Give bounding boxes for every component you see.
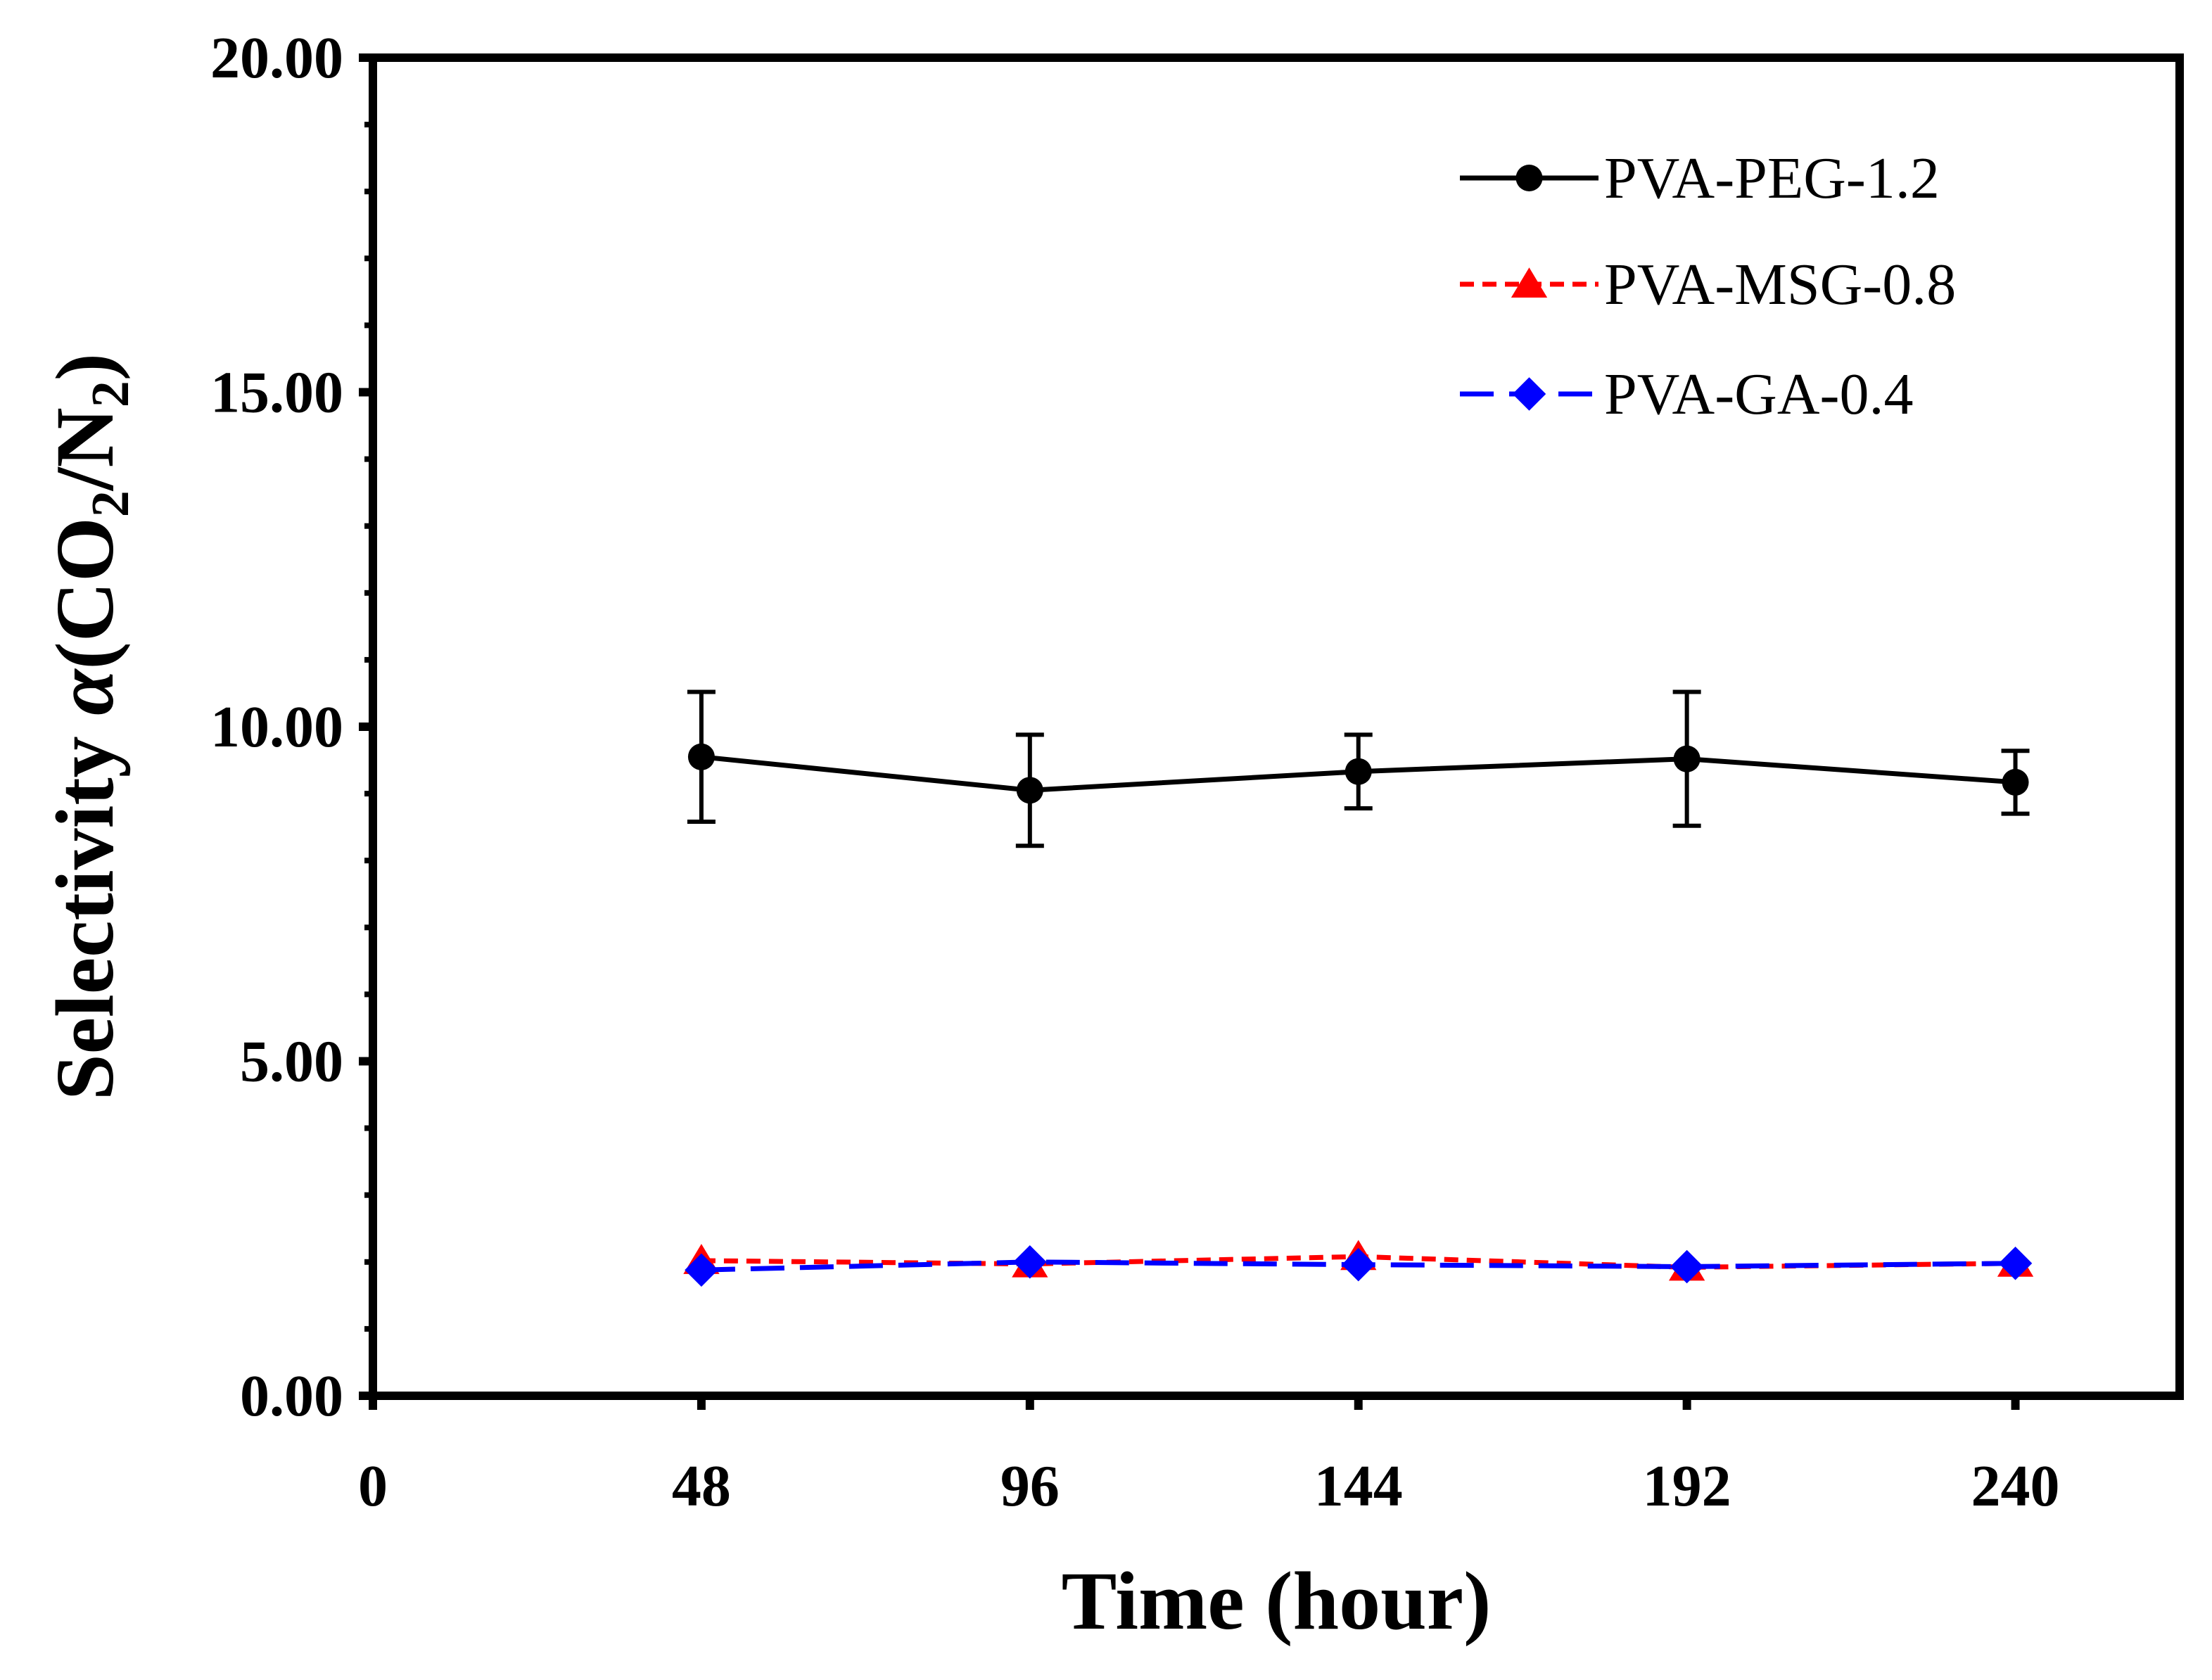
series: [685, 1245, 2033, 1287]
y-tick-label: 15.00: [210, 360, 343, 426]
series: [687, 689, 2030, 848]
diamond-marker: [1013, 1245, 1047, 1279]
y-axis-title-sub-co2: 2: [81, 490, 140, 517]
y-axis-title-close: ): [39, 353, 131, 381]
diamond-marker: [1998, 1246, 2033, 1280]
triangle-marker: [1511, 267, 1548, 298]
legend-entry: PVA-GA-0.4: [1460, 362, 1913, 427]
x-axis-title: Time (hour): [1062, 1555, 1492, 1647]
diamond-marker: [1670, 1249, 1704, 1284]
y-axis-title-prefix: Selectivity: [39, 715, 131, 1100]
circle-marker: [1515, 165, 1543, 191]
legend-label: PVA-GA-0.4: [1604, 362, 1913, 427]
circle-marker: [2002, 768, 2029, 796]
y-axis-title-sub-n2: 2: [81, 381, 140, 407]
y-axis-title-alpha: α: [39, 668, 131, 715]
axis-ticks: 0.00 5.00 10.00 15.00 20.00 0 48 96 144 192 240: [210, 25, 2060, 1519]
x-tick-label: 0: [358, 1453, 388, 1519]
y-tick-label: 20.00: [210, 25, 343, 91]
x-tick-label: 96: [1000, 1453, 1060, 1519]
y-axis-title-mid: /N: [39, 407, 131, 492]
x-tick-label: 144: [1314, 1453, 1403, 1519]
y-tick-label: 5.00: [240, 1029, 343, 1095]
x-tick-label: 48: [672, 1453, 731, 1519]
circle-marker: [1016, 777, 1043, 804]
legend-entry: PVA-PEG-1.2: [1460, 146, 1940, 211]
x-tick-label: 240: [1971, 1453, 2060, 1519]
legend-label: PVA-MSG-0.8: [1604, 252, 1956, 317]
circle-marker: [1673, 745, 1701, 772]
circle-marker: [687, 743, 715, 770]
diamond-marker: [1512, 377, 1546, 411]
y-tick-label: 10.00: [210, 694, 343, 760]
y-tick-label: 0.00: [240, 1363, 343, 1429]
legend: PVA-PEG-1.2 PVA-MSG-0.8 PVA-GA-0.4: [1460, 146, 1956, 427]
x-tick-label: 192: [1643, 1453, 1731, 1519]
diamond-marker: [1341, 1247, 1375, 1282]
circle-marker: [1345, 758, 1372, 785]
y-axis-title: Selectivity α(CO2/N2): [39, 353, 140, 1100]
diamond-marker: [685, 1253, 718, 1287]
y-axis-title-open: (CO: [39, 517, 131, 669]
legend-entry: PVA-MSG-0.8: [1460, 252, 1956, 317]
plot-frame: [369, 53, 2184, 1400]
plot-series: [683, 689, 2034, 1287]
legend-label: PVA-PEG-1.2: [1604, 146, 1940, 211]
